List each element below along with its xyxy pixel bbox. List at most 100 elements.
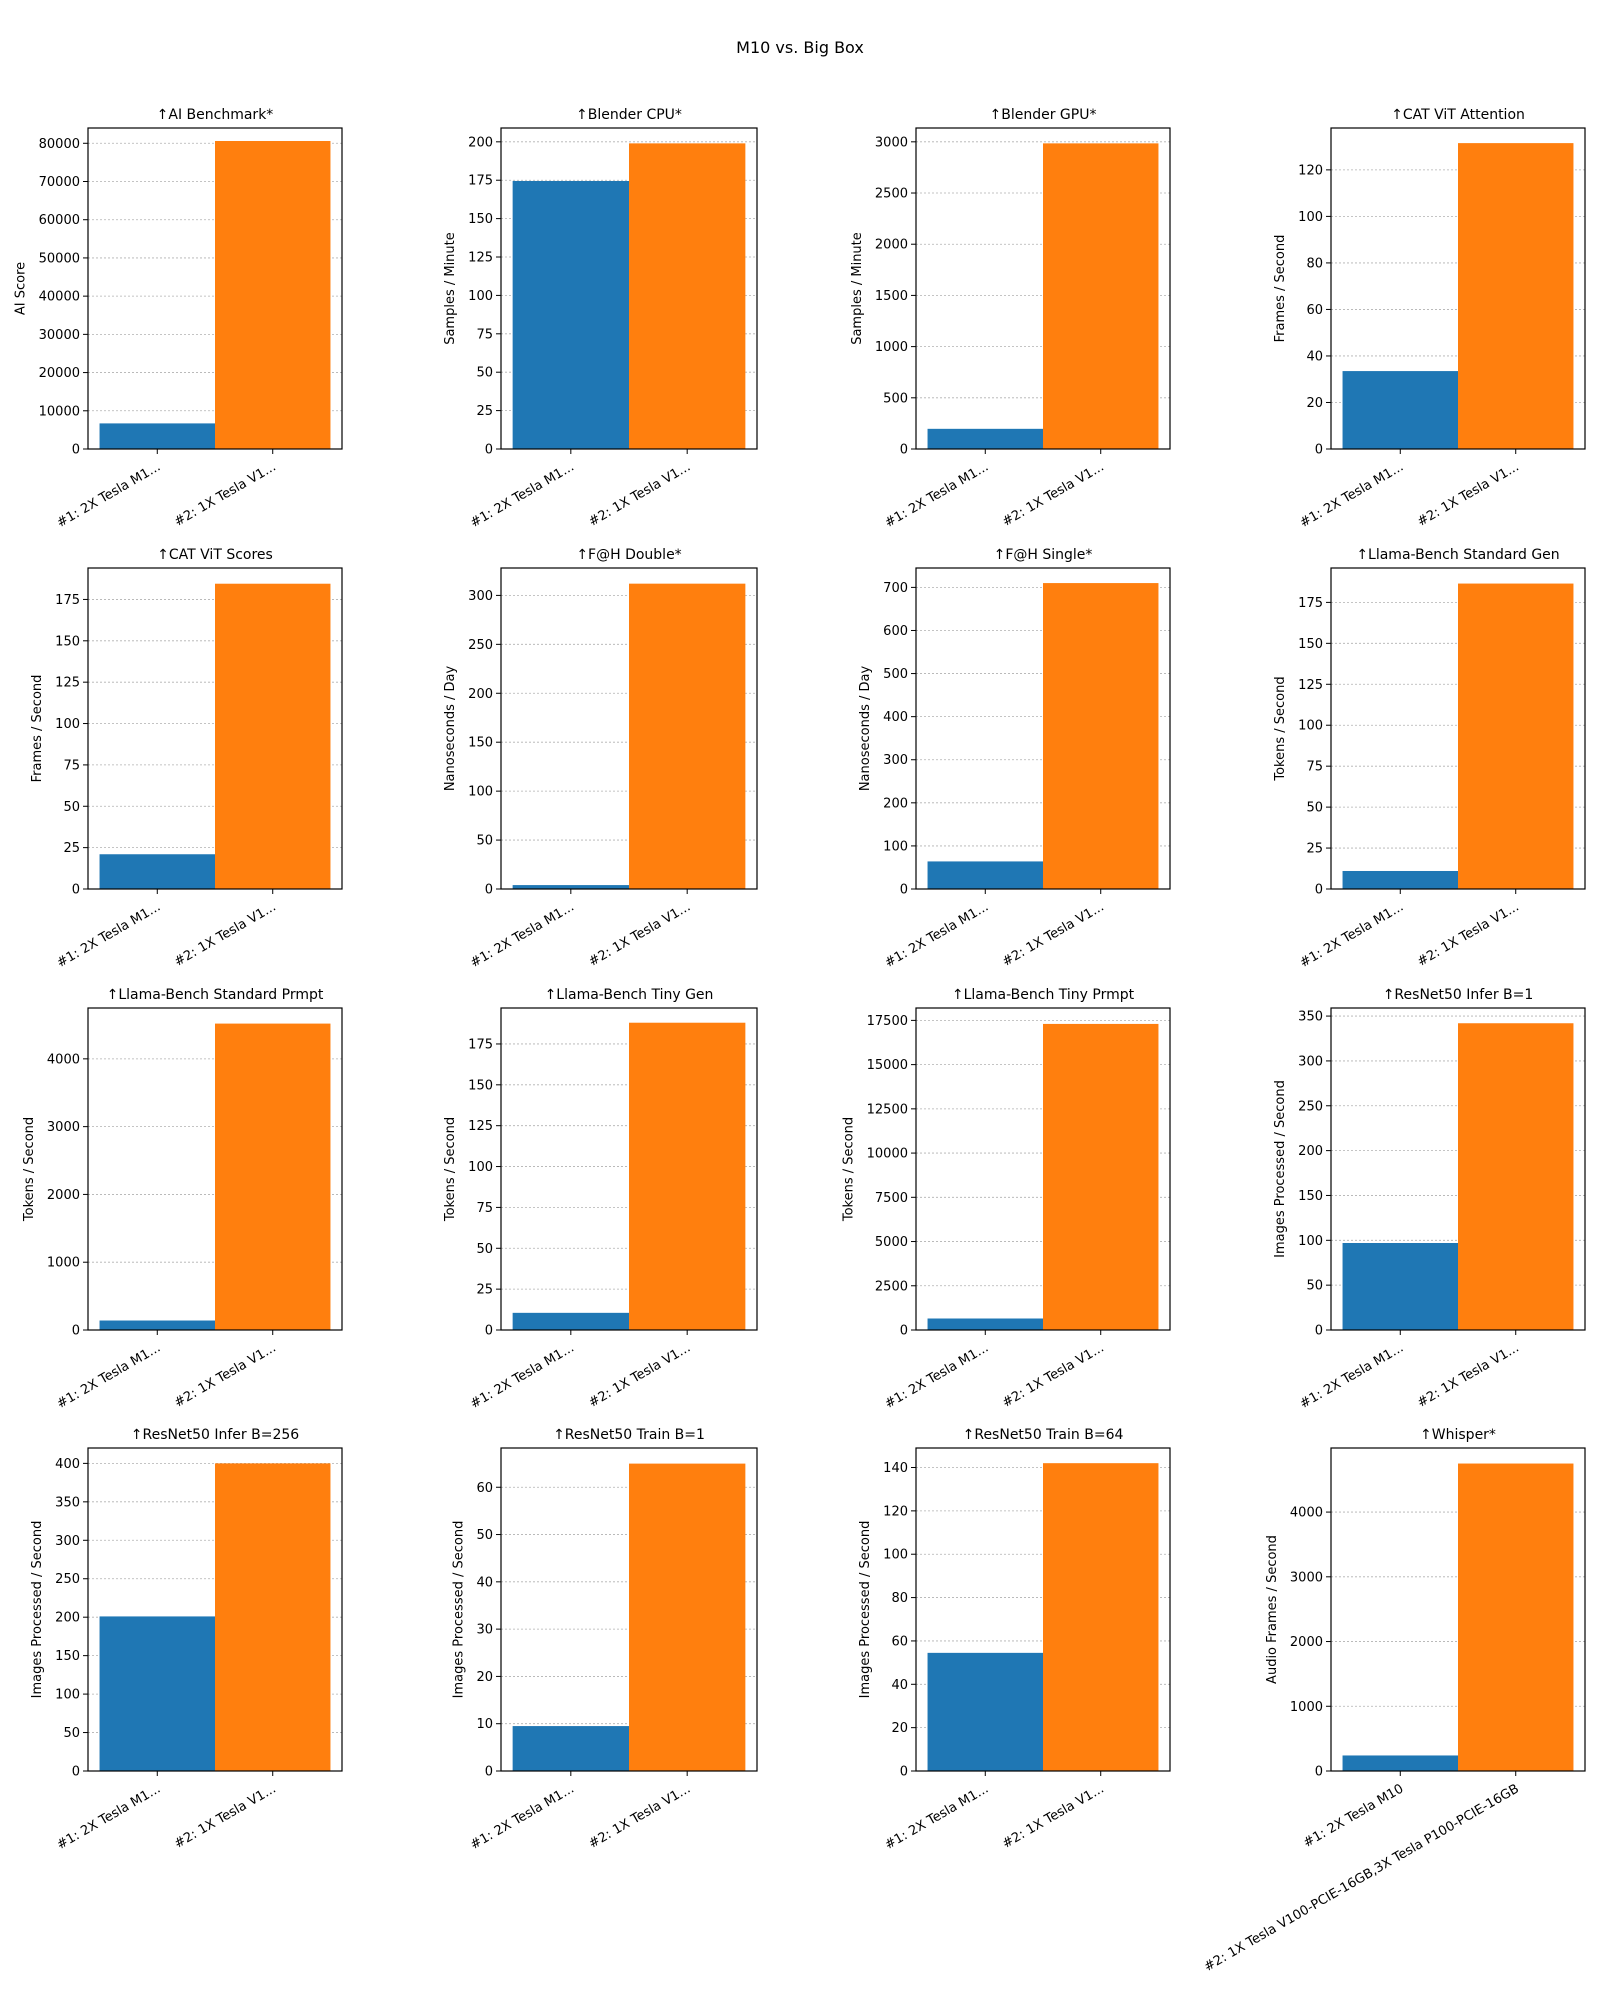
y-tick-label: 175 [55, 593, 80, 608]
y-axis-label: Frames / Second [30, 675, 45, 783]
bar-1 [927, 1652, 1043, 1771]
y-axis-label: Nanoseconds / Day [443, 666, 458, 792]
subplot-7: 0 25 50 75 100 125 150 175 #1: 2X Tesla M1... #2:… [1273, 547, 1586, 971]
bar-2 [1458, 143, 1574, 449]
y-tick-label: 0 [485, 1765, 493, 1780]
y-tick-label: 700 [883, 581, 908, 596]
subplot-0: 0 10000 20000 30000 40000 50000 60000 70000 8000… [14, 107, 343, 531]
bar-2 [215, 1463, 331, 1771]
y-axis-label: Audio Frames / Second [1265, 1535, 1280, 1684]
y-tick-label: 50 [1306, 1279, 1323, 1294]
subplot-title: ↑CAT ViT Scores [157, 547, 273, 563]
y-tick-label: 150 [468, 212, 493, 227]
y-tick-label: 400 [883, 710, 908, 725]
y-tick-label: 60 [476, 1481, 493, 1496]
y-tick-label: 0 [1315, 1324, 1323, 1339]
axes-frame [1330, 567, 1586, 890]
y-tick-label: 40000 [39, 290, 80, 305]
y-tick-label: 2000 [1290, 1635, 1323, 1650]
subplot-title: ↑Blender GPU* [990, 107, 1097, 123]
y-tick-label: 125 [55, 676, 80, 691]
bar-2 [1458, 1463, 1574, 1771]
bar-1 [512, 1726, 629, 1771]
y-tick-label: 80 [1306, 256, 1323, 271]
y-axis-label: Images Processed / Second [451, 1521, 466, 1699]
y-tick-label: 20 [891, 1721, 908, 1736]
subplot-title: ↑Llama-Bench Standard Prmpt [107, 987, 324, 1003]
subplot-title: ↑F@H Double* [576, 547, 681, 563]
x-tick-label: #1: 2X Tesla M1... [882, 899, 991, 971]
subplot-14: 0 20 40 60 80 100 120 140 #1: 2X Tesla M1... #2: … [858, 1427, 1171, 1853]
bar-2 [1043, 1463, 1159, 1771]
y-tick-label: 40 [891, 1678, 908, 1693]
axes-frame [87, 127, 343, 450]
y-tick-label: 175 [1298, 596, 1323, 611]
x-tick-label: #1: 2X Tesla M1... [1297, 459, 1406, 531]
y-tick-label: 350 [55, 1495, 80, 1510]
subplot-10: 0 2500 5000 7500 10000 12500 15000 17500 #1: 2X … [842, 987, 1171, 1412]
y-tick-label: 80000 [39, 137, 80, 152]
bar-1 [927, 861, 1043, 889]
bar-2 [215, 1023, 331, 1330]
y-tick-label: 30000 [39, 328, 80, 343]
y-axis-label: Samples / Minute [850, 232, 865, 345]
bar-2 [629, 1022, 746, 1330]
y-tick-label: 0 [900, 883, 908, 898]
bar-1 [1342, 1755, 1458, 1771]
y-tick-label: 140 [883, 1461, 908, 1476]
bar-2 [1458, 583, 1574, 889]
x-tick-label: #1: 2X Tesla M1... [468, 1781, 577, 1853]
bar-1 [99, 854, 215, 889]
y-tick-label: 0 [72, 1324, 80, 1339]
subplot-title: ↑ResNet50 Train B=64 [963, 1427, 1124, 1443]
y-tick-label: 500 [883, 391, 908, 406]
x-tick-label: #2: 1X Tesla V1... [1415, 899, 1522, 969]
y-tick-label: 100 [1298, 1234, 1323, 1249]
y-tick-label: 1000 [1290, 1700, 1323, 1715]
x-tick-label: #1: 2X Tesla M1... [468, 1340, 577, 1412]
x-tick-label: #2: 1X Tesla V1... [586, 899, 693, 969]
y-axis-label: Tokens / Second [1273, 676, 1288, 781]
y-axis-label: Frames / Second [1273, 235, 1288, 343]
y-tick-label: 125 [468, 1119, 493, 1134]
axes-frame [915, 1447, 1171, 1772]
x-tick-label: #2: 1X Tesla V1... [586, 1781, 693, 1851]
x-tick-label: #1: 2X Tesla M1... [54, 899, 163, 971]
x-tick-label: #2: 1X Tesla V1... [172, 899, 279, 969]
x-tick-label: #1: 2X Tesla M1... [54, 1781, 163, 1853]
y-tick-label: 400 [55, 1457, 80, 1472]
y-tick-label: 50000 [39, 251, 80, 266]
y-tick-label: 100 [55, 1688, 80, 1703]
y-tick-label: 200 [55, 1611, 80, 1626]
y-tick-label: 100 [468, 289, 493, 304]
bar-2 [629, 1463, 746, 1771]
y-tick-label: 100 [468, 1160, 493, 1175]
bar-1 [927, 428, 1043, 449]
y-tick-label: 40 [1306, 349, 1323, 364]
subplot-title: ↑Whisper* [1420, 1427, 1496, 1443]
y-tick-label: 10000 [39, 404, 80, 419]
y-tick-label: 4000 [47, 1052, 80, 1067]
bar-1 [1342, 870, 1458, 889]
subplot-title: ↑Llama-Bench Tiny Prmpt [952, 987, 1135, 1003]
y-tick-label: 50 [476, 1242, 493, 1257]
bar-2 [1043, 583, 1159, 889]
y-tick-label: 20 [476, 1670, 493, 1685]
y-tick-label: 120 [1298, 163, 1323, 178]
x-tick-label: #2: 1X Tesla V1... [1000, 1781, 1107, 1851]
y-tick-label: 20000 [39, 366, 80, 381]
y-tick-label: 25 [63, 841, 80, 856]
y-tick-label: 15000 [867, 1058, 908, 1073]
axes-frame [500, 1007, 758, 1331]
y-tick-label: 100 [883, 839, 908, 854]
y-tick-label: 0 [1315, 1765, 1323, 1780]
x-tick-label: #2: 1X Tesla V1... [1415, 1340, 1522, 1410]
y-tick-label: 125 [1298, 678, 1323, 693]
y-tick-label: 200 [1298, 1144, 1323, 1159]
y-tick-label: 200 [468, 687, 493, 702]
x-tick-label: #1: 2X Tesla M1... [468, 459, 577, 531]
axes-frame [1330, 127, 1586, 450]
subplot-6: 0 100 200 300 400 500 600 700 #1: 2X Tesla M1...… [858, 547, 1171, 971]
axes-frame [915, 1007, 1171, 1331]
x-tick-label: #2: 1X Tesla V1... [1415, 459, 1522, 529]
